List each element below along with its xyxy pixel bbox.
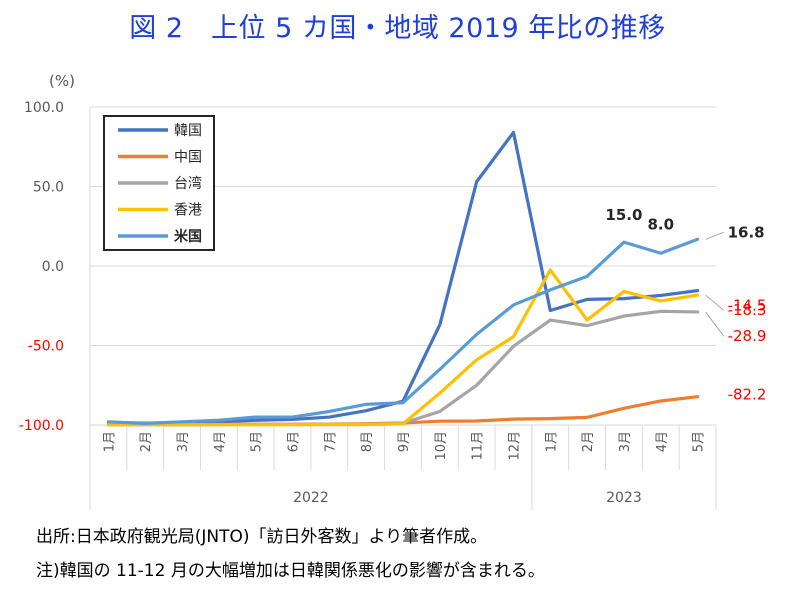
data-label: -28.9: [728, 327, 767, 345]
series-lines: [106, 130, 700, 427]
leader-line: [705, 231, 724, 240]
data-label: 15.0: [605, 206, 642, 224]
data-labels: 15.0 8.0 16.8 -14.5-18.3 -28.9 -82.2: [605, 206, 766, 404]
y-tick-label: 50.0: [33, 180, 64, 196]
month-label: 9月: [397, 431, 412, 452]
data-label: -14.5: [728, 297, 767, 315]
leader-line: [705, 294, 724, 311]
leader-line: [705, 311, 724, 337]
data-label: -18.3: [728, 301, 767, 319]
series-line-香港: [106, 268, 700, 427]
chart-title: 図 2 上位 5 カ国・地域 2019 年比の推移: [129, 13, 666, 44]
year-label: 2023: [606, 490, 642, 506]
x-axis-tick-labels: 2022 2023 1月 2月 3月 4月 5月 6月 7月 8月 9月 10月 11月 12月 1月 2月 3…: [102, 431, 706, 506]
data-label: 16.8: [728, 223, 765, 241]
month-label: 8月: [360, 431, 375, 452]
month-label: 2月: [581, 431, 596, 452]
month-label: 10月: [434, 431, 449, 461]
series-line-米国: [106, 237, 700, 426]
data-label: -82.2: [728, 386, 767, 404]
month-label: 5月: [692, 431, 707, 452]
legend-entry: 韓国: [174, 123, 202, 139]
month-label: 3月: [618, 431, 633, 452]
legend-entry: 米国: [174, 228, 202, 245]
axes: [89, 107, 717, 510]
y-axis-tick-labels: 100.0 50.0 0.0 -50.0 -100.0: [19, 100, 64, 434]
month-label: 12月: [507, 431, 522, 461]
month-label: 7月: [323, 431, 338, 452]
month-label: 4月: [655, 431, 670, 452]
footnote: 注)韓国の 11-12 月の大幅増加は日韓関係悪化の影響が含まれる。: [36, 561, 545, 581]
year-label: 2022: [293, 490, 329, 506]
month-label: 4月: [213, 431, 228, 452]
y-tick-label: 100.0: [24, 100, 64, 116]
y-tick-label: 0.0: [42, 259, 64, 275]
data-label: 8.0: [647, 215, 674, 233]
legend-entry: 中国: [174, 150, 202, 166]
series-line-台湾: [106, 309, 700, 427]
month-label: 3月: [176, 431, 191, 452]
month-label: 1月: [544, 431, 559, 452]
month-label: 2月: [139, 431, 154, 452]
legend-entry: 香港: [174, 203, 202, 219]
source-note: 出所:日本政府観光局(JNTO)「訪日外客数」より筆者作成。: [36, 527, 488, 547]
month-label: 6月: [287, 431, 302, 452]
y-tick-label: -50.0: [28, 339, 64, 355]
legend-entry: 台湾: [174, 175, 202, 192]
y-tick-label: -100.0: [19, 418, 64, 434]
y-axis-label: (%): [49, 72, 75, 90]
month-label: 1月: [102, 431, 117, 452]
month-label: 11月: [471, 431, 486, 461]
month-label: 5月: [250, 431, 265, 452]
